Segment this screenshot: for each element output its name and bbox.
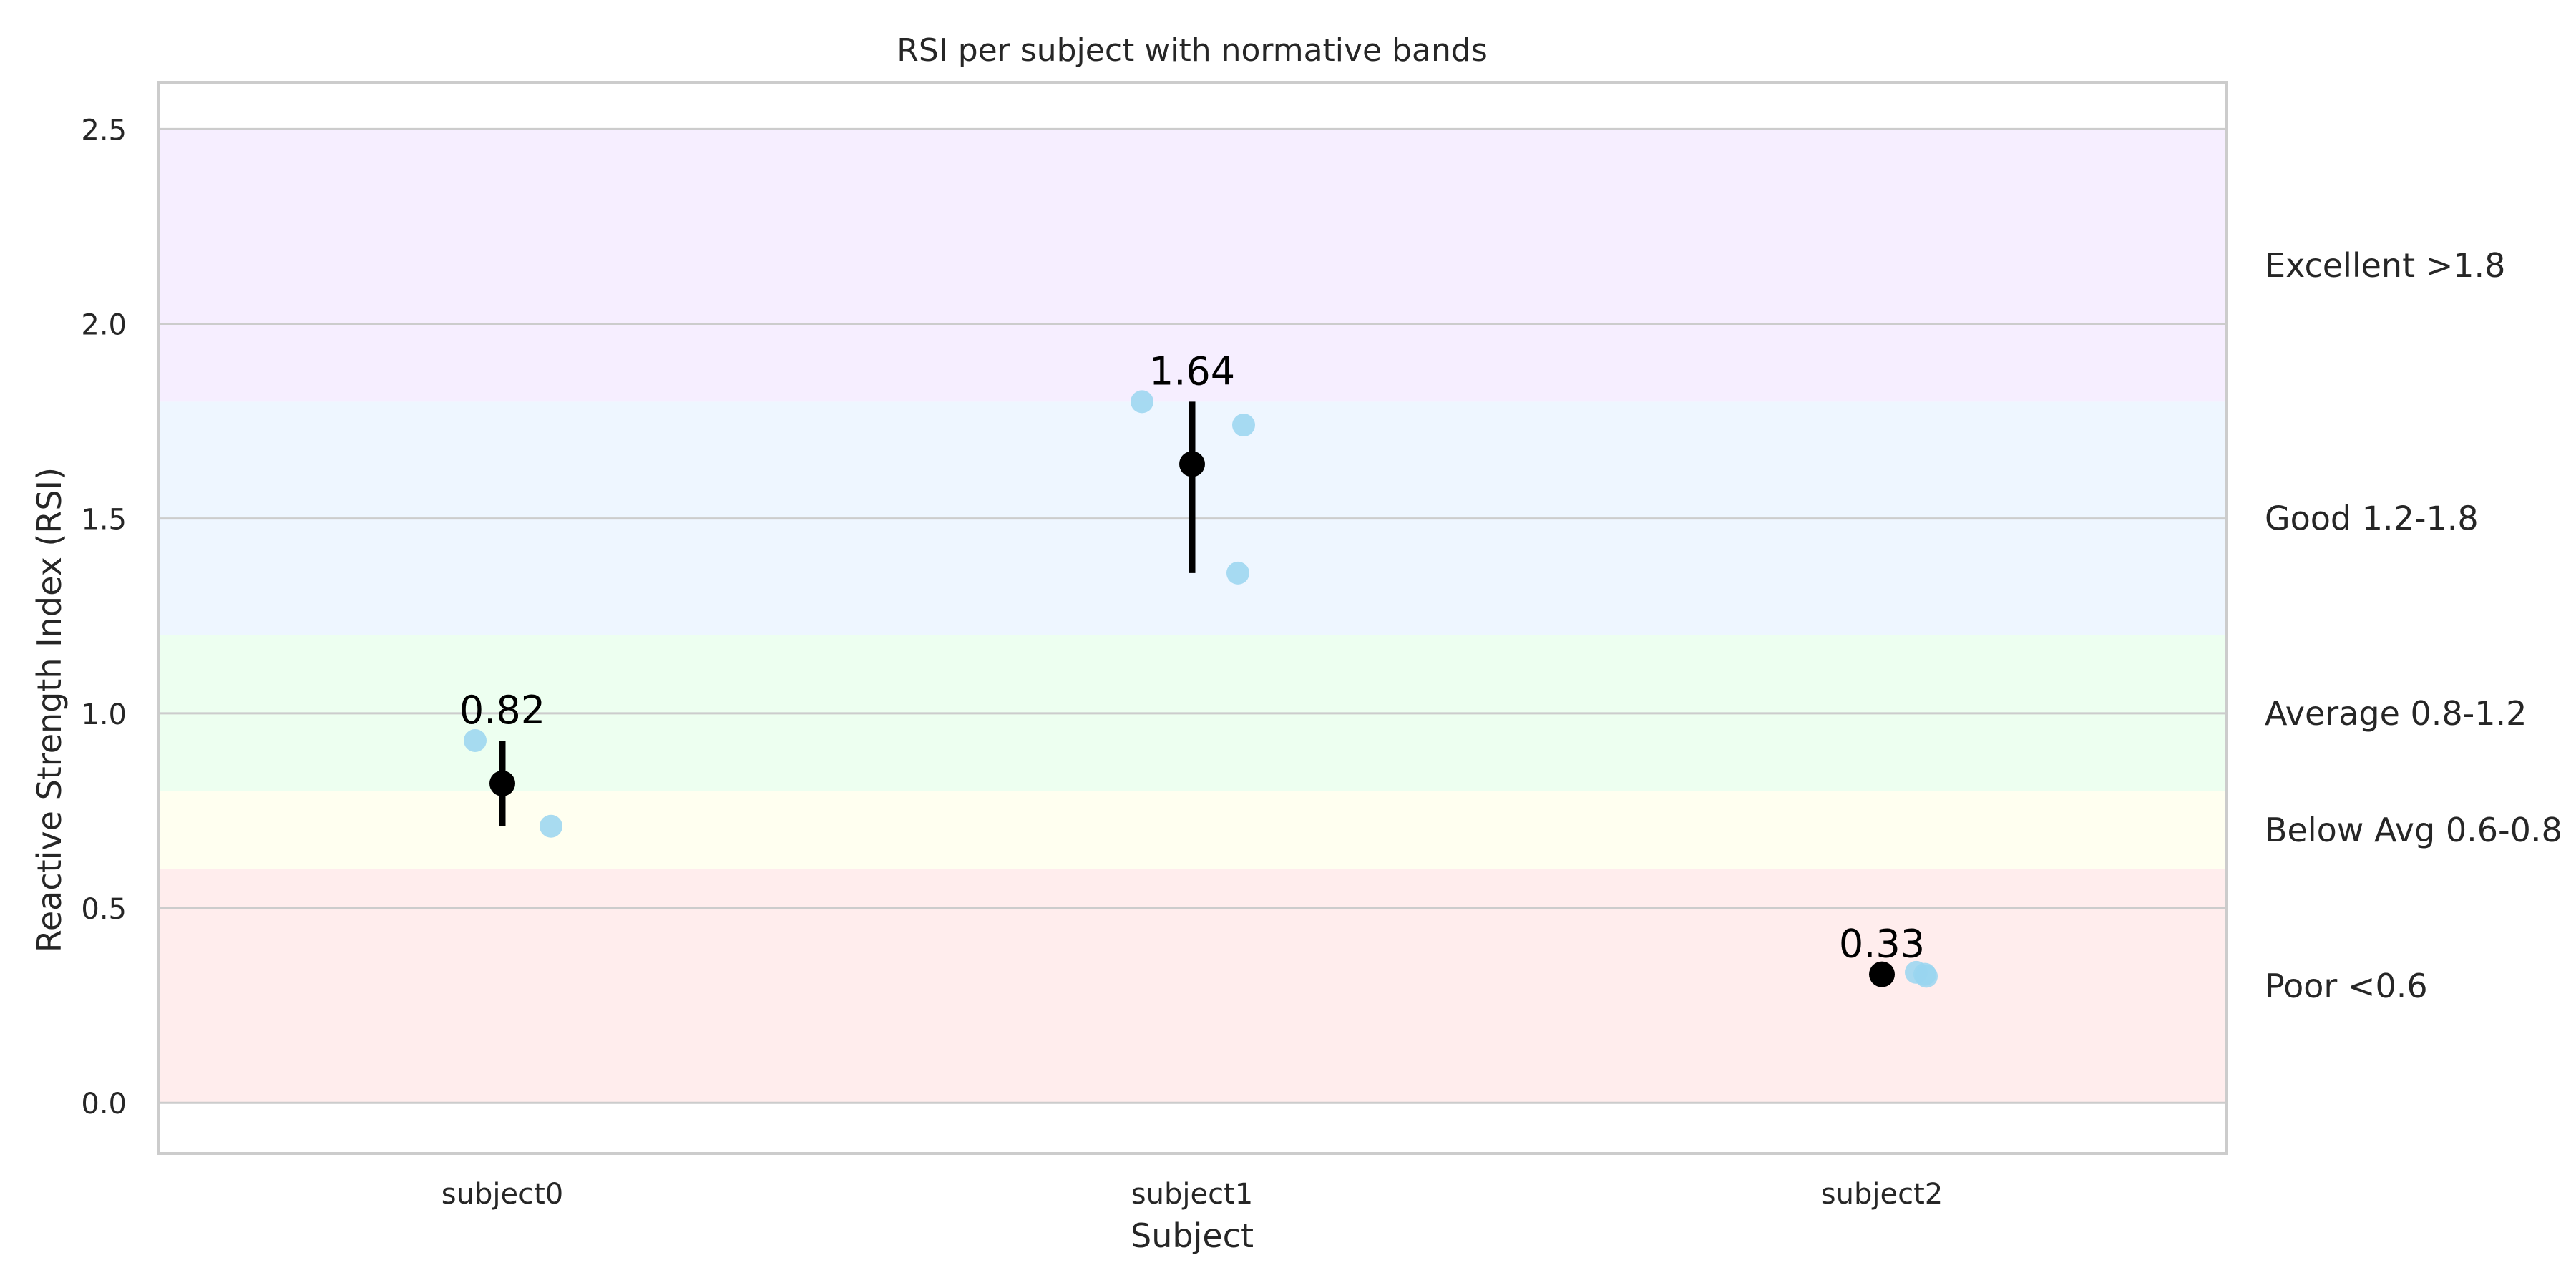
- x-axis-label: Subject: [1131, 1216, 1254, 1255]
- mean-point-1: [1179, 451, 1205, 477]
- band-labels: Poor <0.6 Below Avg 0.6-0.8 Average 0.8-1.…: [2265, 246, 2562, 1005]
- x-tick-label-1: subject1: [1131, 1178, 1253, 1211]
- x-tick-label-0: subject0: [441, 1178, 563, 1211]
- trial-point-2-2: [1915, 965, 1938, 988]
- band-4: [159, 129, 2227, 402]
- trial-point-1-0: [1131, 390, 1153, 414]
- y-tick-label-5: 2.5: [81, 114, 127, 147]
- y-tick-label-4: 2.0: [81, 309, 127, 342]
- mean-labels: 0.82 1.64 0.33: [459, 348, 1925, 966]
- y-axis-ticks: 0.0 0.5 1.0 1.5 2.0 2.5: [81, 114, 127, 1121]
- band-0: [159, 869, 2227, 1103]
- band-label-3: Good 1.2-1.8: [2265, 499, 2479, 538]
- band-1: [159, 791, 2227, 869]
- y-tick-label-1: 0.5: [81, 893, 127, 926]
- axes-frame: [157, 81, 2228, 1155]
- trial-point-0-1: [540, 814, 562, 838]
- trial-point-1-2: [1226, 561, 1249, 585]
- band-label-2: Average 0.8-1.2: [2265, 694, 2527, 733]
- trial-points: [464, 390, 1938, 988]
- x-tick-label-2: subject2: [1821, 1178, 1943, 1211]
- trial-point-0-0: [464, 728, 487, 752]
- mean-points: [489, 451, 1895, 987]
- y-tick-label-2: 1.0: [81, 698, 127, 731]
- y-tick-label-3: 1.5: [81, 504, 127, 537]
- mean-label-0: 0.82: [459, 688, 545, 733]
- band-label-0: Poor <0.6: [2265, 967, 2428, 1005]
- mean-label-1: 1.64: [1149, 348, 1235, 394]
- band-label-4: Excellent >1.8: [2265, 246, 2505, 285]
- mean-label-2: 0.33: [1839, 922, 1925, 967]
- mean-point-0: [489, 770, 515, 796]
- band-label-1: Below Avg 0.6-0.8: [2265, 811, 2562, 849]
- trial-point-1-1: [1232, 414, 1255, 437]
- mean-point-2: [1869, 961, 1895, 987]
- x-axis-ticks: subject0 subject1 subject2: [441, 1178, 1943, 1211]
- chart-title: RSI per subject with normative bands: [897, 32, 1488, 69]
- y-axis-label: Reactive Strength Index (RSI): [30, 467, 69, 952]
- y-tick-label-0: 0.0: [81, 1088, 127, 1121]
